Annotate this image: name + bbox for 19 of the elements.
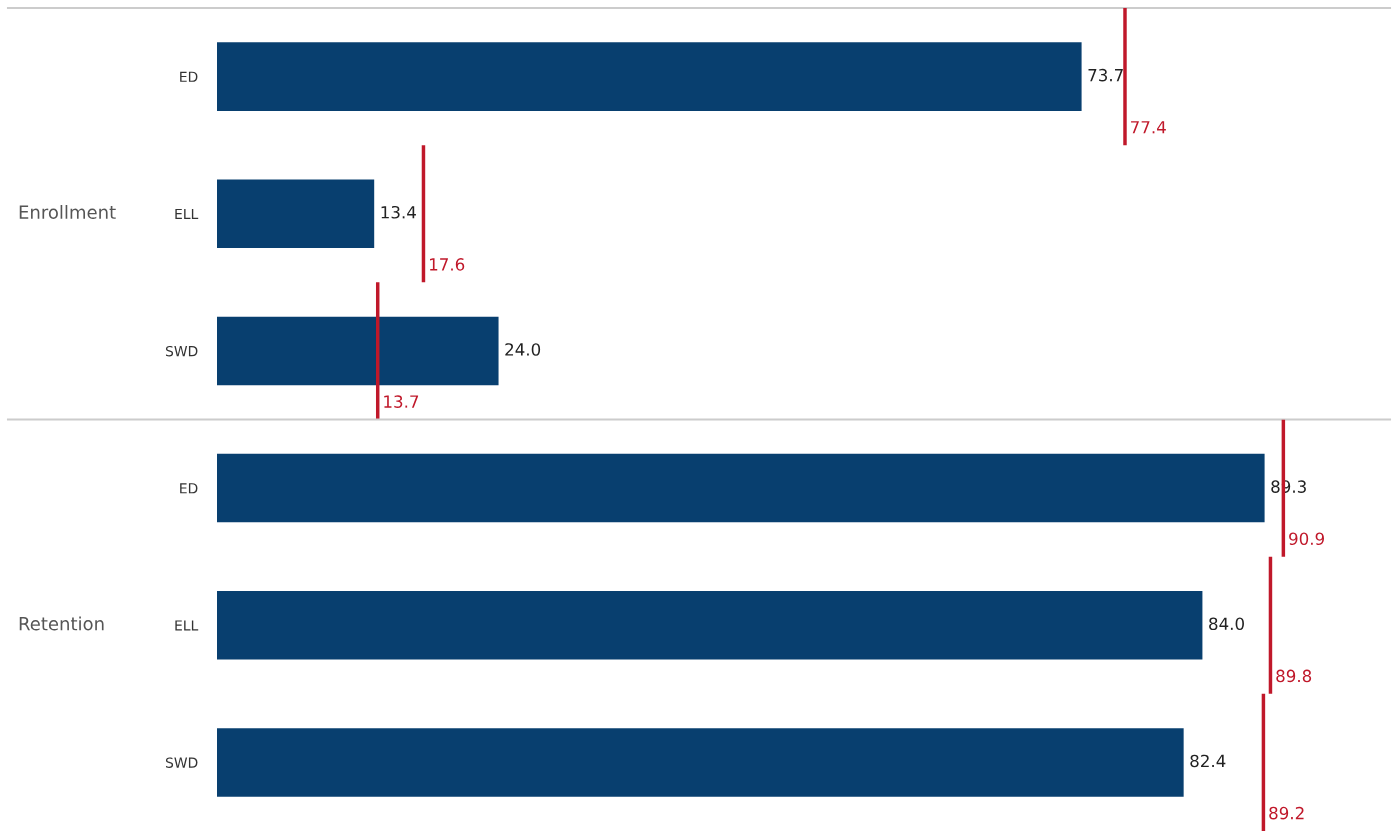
y-tick-label: ED	[180, 483, 198, 494]
data-label: 82.4	[1190, 754, 1226, 768]
y-tick-label: ELL	[175, 620, 199, 631]
data-label: 84.0	[1209, 617, 1244, 631]
ref-line-label: 90.9	[1289, 532, 1324, 546]
ref-line-label: 77.4	[1131, 121, 1166, 134]
data-label: 24.0	[505, 343, 541, 356]
ref-line-label: 89.8	[1276, 669, 1312, 683]
data-label: 73.7	[1088, 68, 1123, 82]
ref-line-label: 17.6	[429, 258, 465, 271]
y-tick-label: ED	[180, 71, 198, 82]
data-label: 13.4	[381, 205, 416, 219]
ref-line-label: 89.2	[1269, 806, 1304, 820]
y-tick-label: SWD	[165, 345, 198, 357]
y-tick-label: ELL	[175, 208, 199, 220]
y-tick-label: SWD	[165, 757, 198, 768]
y-axis-title: Retention	[19, 616, 104, 631]
ref-line-label: 13.7	[384, 395, 419, 408]
y-axis-title: Enrollment	[19, 205, 116, 219]
